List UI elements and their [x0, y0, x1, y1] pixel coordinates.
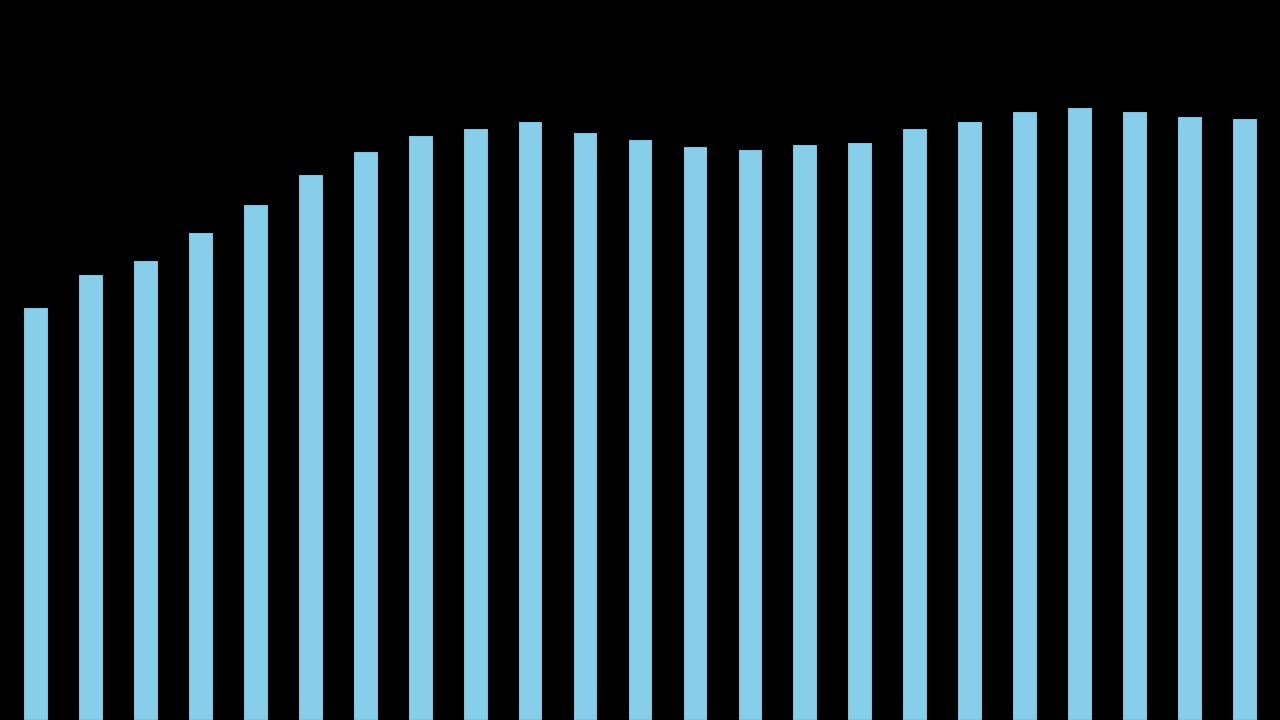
Bar [353, 151, 378, 720]
Bar [792, 144, 817, 720]
Bar [572, 132, 598, 720]
Bar [463, 127, 488, 720]
Bar [902, 127, 927, 720]
Bar [847, 142, 872, 720]
Bar [243, 204, 268, 720]
Bar [133, 260, 157, 720]
Bar [23, 307, 49, 720]
Bar [1178, 116, 1202, 720]
Bar [78, 274, 102, 720]
Bar [1012, 112, 1037, 720]
Bar [1123, 112, 1147, 720]
Bar [737, 148, 762, 720]
Bar [1068, 107, 1092, 720]
Bar [627, 140, 653, 720]
Bar [298, 174, 323, 720]
Bar [188, 233, 212, 720]
Bar [408, 135, 433, 720]
Bar [1231, 119, 1257, 720]
Bar [682, 146, 708, 720]
Bar [518, 121, 543, 720]
Bar [957, 121, 982, 720]
